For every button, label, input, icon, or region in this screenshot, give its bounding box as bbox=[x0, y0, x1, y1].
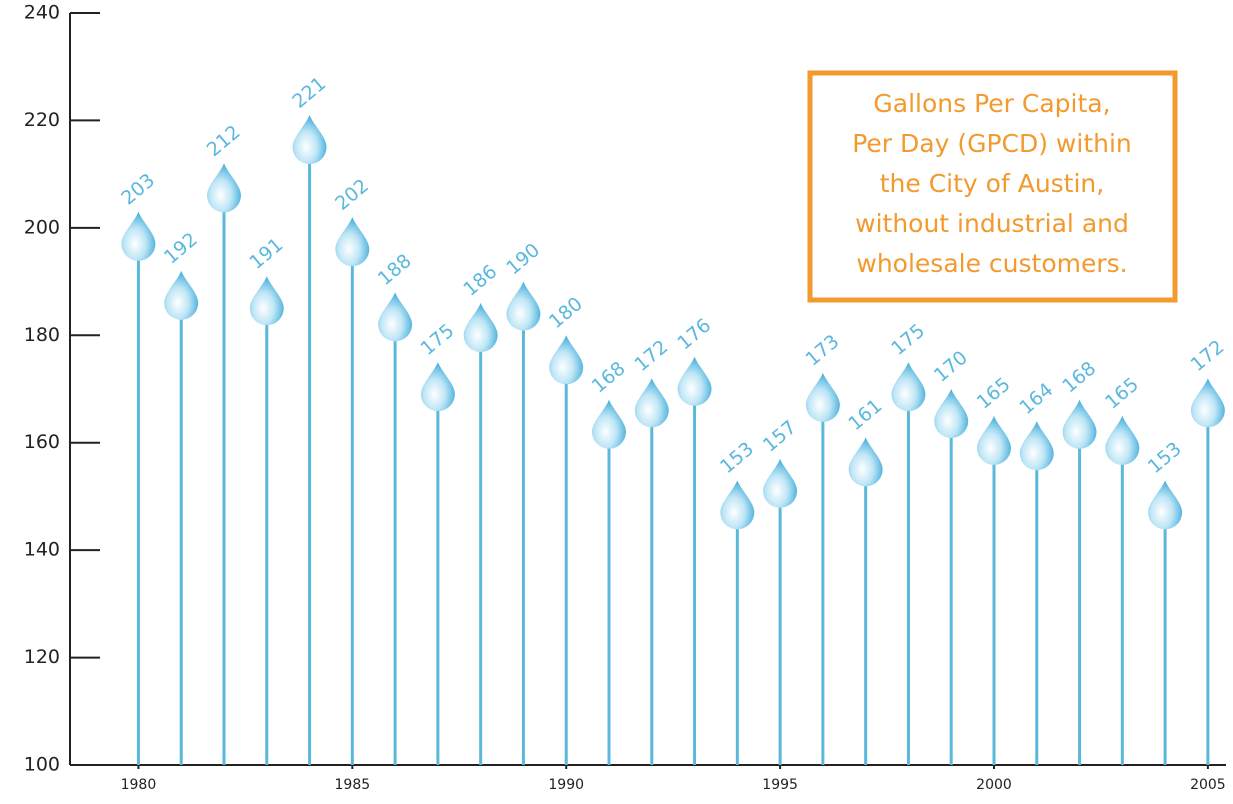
value-label: 212 bbox=[203, 121, 245, 161]
y-tick-label: 180 bbox=[24, 324, 60, 346]
droplet bbox=[378, 292, 413, 342]
annotation-box bbox=[807, 70, 1178, 303]
droplet bbox=[292, 115, 327, 165]
y-tick-label: 220 bbox=[24, 109, 60, 131]
x-tick-label: 2000 bbox=[976, 777, 1012, 793]
value-label: 168 bbox=[1058, 357, 1100, 397]
x-tick-label: 1990 bbox=[548, 777, 584, 793]
droplet bbox=[207, 163, 241, 213]
droplet bbox=[934, 389, 969, 438]
droplet bbox=[1148, 480, 1183, 530]
droplet bbox=[720, 480, 755, 530]
value-label: 164 bbox=[1015, 379, 1057, 419]
droplet bbox=[677, 356, 712, 406]
value-label: 202 bbox=[331, 175, 373, 215]
droplet bbox=[763, 458, 798, 508]
droplet bbox=[1190, 378, 1225, 428]
value-label: 161 bbox=[844, 395, 886, 435]
annotation-line: wholesale customers. bbox=[856, 249, 1127, 278]
droplet bbox=[506, 281, 541, 331]
droplet bbox=[592, 399, 626, 449]
droplet bbox=[121, 211, 156, 261]
value-label: 157 bbox=[759, 416, 801, 456]
droplet bbox=[1019, 421, 1054, 471]
value-label: 165 bbox=[973, 373, 1015, 413]
droplet bbox=[848, 437, 883, 487]
value-label: 173 bbox=[802, 330, 844, 370]
annotation-line: Per Day (GPCD) within bbox=[852, 129, 1132, 158]
droplet bbox=[634, 378, 669, 428]
value-label: 172 bbox=[630, 336, 672, 376]
droplet bbox=[891, 362, 926, 412]
value-label: 175 bbox=[887, 320, 929, 360]
value-label: 190 bbox=[502, 239, 544, 279]
value-label: 192 bbox=[160, 228, 202, 268]
droplet bbox=[1062, 399, 1097, 449]
droplet bbox=[420, 362, 455, 412]
droplet bbox=[335, 217, 370, 267]
value-label: 203 bbox=[117, 169, 159, 209]
x-tick-label: 1985 bbox=[335, 777, 371, 793]
annotation-line: Gallons Per Capita, bbox=[873, 89, 1110, 118]
value-label: 191 bbox=[245, 234, 287, 274]
value-label: 165 bbox=[1101, 373, 1143, 413]
y-tick-label: 160 bbox=[24, 431, 60, 453]
y-tick-label: 140 bbox=[24, 539, 60, 561]
value-label: 170 bbox=[930, 347, 972, 387]
value-label: 153 bbox=[1144, 438, 1186, 478]
droplet bbox=[549, 335, 584, 385]
x-tick-label: 1980 bbox=[121, 777, 157, 793]
value-label: 175 bbox=[417, 320, 459, 360]
value-label: 221 bbox=[288, 73, 330, 113]
y-tick-label: 120 bbox=[24, 646, 60, 668]
value-label: 168 bbox=[588, 357, 630, 397]
droplet bbox=[463, 303, 498, 353]
droplet bbox=[164, 270, 199, 320]
droplet bbox=[249, 276, 284, 326]
y-tick-label: 240 bbox=[24, 2, 60, 24]
x-tick-label: 2005 bbox=[1190, 777, 1226, 793]
value-label: 188 bbox=[374, 250, 416, 290]
y-tick-label: 200 bbox=[24, 216, 60, 238]
annotation-line: the City of Austin, bbox=[880, 169, 1104, 198]
value-label: 180 bbox=[545, 293, 587, 333]
value-label: 153 bbox=[716, 438, 758, 478]
y-tick-label: 100 bbox=[24, 754, 60, 776]
droplet bbox=[977, 415, 1011, 465]
droplet bbox=[805, 372, 840, 422]
droplet bbox=[1105, 415, 1140, 465]
value-label: 172 bbox=[1187, 336, 1229, 376]
value-label: 186 bbox=[459, 261, 501, 301]
x-tick-label: 1995 bbox=[762, 777, 798, 793]
annotation-line: without industrial and bbox=[855, 209, 1129, 238]
value-label: 176 bbox=[673, 314, 715, 354]
